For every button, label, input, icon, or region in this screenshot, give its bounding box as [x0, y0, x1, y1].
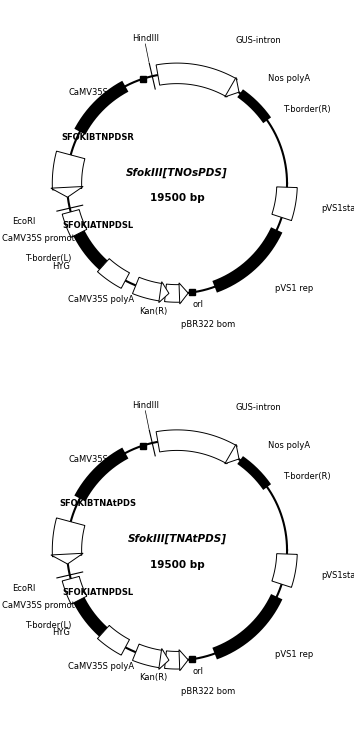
Text: HYG: HYG	[52, 628, 70, 637]
Text: Nos polyA: Nos polyA	[268, 441, 310, 450]
Polygon shape	[225, 444, 239, 464]
Text: CaMV35S: CaMV35S	[69, 88, 108, 97]
Text: 19500 bp: 19500 bp	[150, 193, 204, 203]
Polygon shape	[179, 283, 188, 304]
Text: T-border(L): T-border(L)	[25, 254, 71, 263]
Text: Kan(R): Kan(R)	[139, 307, 167, 316]
Polygon shape	[132, 277, 163, 301]
Text: pVS1 rep: pVS1 rep	[275, 651, 313, 659]
Text: orl: orl	[192, 300, 203, 309]
Polygon shape	[179, 650, 188, 671]
Polygon shape	[156, 430, 237, 464]
Text: SfokIII[TNOsPDS]: SfokIII[TNOsPDS]	[126, 167, 228, 178]
Text: pBR322 bom: pBR322 bom	[181, 320, 235, 329]
Text: SfokIII[TNAtPDS]: SfokIII[TNAtPDS]	[127, 534, 227, 545]
Text: SFOKIATNPDSL: SFOKIATNPDSL	[62, 588, 133, 597]
Polygon shape	[272, 554, 297, 588]
Text: pVS1 rep: pVS1 rep	[275, 284, 313, 293]
Text: SFOKIBTNAtPDS: SFOKIBTNAtPDS	[59, 499, 136, 508]
Polygon shape	[165, 284, 181, 302]
Text: GUS-intron: GUS-intron	[235, 403, 281, 412]
Polygon shape	[225, 77, 239, 97]
Polygon shape	[272, 187, 297, 221]
Polygon shape	[52, 151, 85, 190]
Text: pVS1sta: pVS1sta	[321, 204, 354, 213]
Text: CaMV35S: CaMV35S	[69, 455, 108, 464]
Text: T-border(R): T-border(R)	[283, 472, 331, 481]
Polygon shape	[97, 259, 130, 288]
Text: Kan(R): Kan(R)	[139, 674, 167, 682]
Polygon shape	[159, 282, 169, 302]
Polygon shape	[52, 518, 85, 556]
Text: HYG: HYG	[52, 262, 70, 270]
Polygon shape	[62, 576, 87, 604]
Text: EcoRI: EcoRI	[12, 217, 36, 227]
Text: pBR322 bom: pBR322 bom	[181, 687, 235, 696]
Polygon shape	[62, 210, 87, 237]
Text: SFOKIATNPDSL: SFOKIATNPDSL	[62, 221, 133, 230]
Text: pVS1sta: pVS1sta	[321, 571, 354, 579]
Polygon shape	[156, 63, 237, 97]
Polygon shape	[132, 644, 163, 668]
Text: CaMV35S polyA: CaMV35S polyA	[68, 295, 134, 305]
Polygon shape	[51, 554, 83, 564]
Text: CaMV35S polyA: CaMV35S polyA	[68, 662, 134, 671]
Polygon shape	[97, 625, 130, 655]
Text: Nos polyA: Nos polyA	[268, 74, 310, 83]
Text: CaMV35S promoter: CaMV35S promoter	[2, 601, 84, 610]
Polygon shape	[159, 648, 169, 669]
Text: orl: orl	[192, 667, 203, 676]
Text: 19500 bp: 19500 bp	[150, 560, 204, 570]
Polygon shape	[51, 187, 83, 197]
Text: GUS-intron: GUS-intron	[235, 36, 281, 45]
Text: T-border(R): T-border(R)	[283, 105, 331, 114]
Text: HindIII: HindIII	[132, 401, 159, 410]
Text: SFOKIBTNPDSR: SFOKIBTNPDSR	[61, 133, 134, 142]
Polygon shape	[165, 651, 181, 669]
Text: HindIII: HindIII	[132, 34, 159, 43]
Text: T-border(L): T-border(L)	[25, 621, 71, 630]
Text: EcoRI: EcoRI	[12, 584, 36, 594]
Text: CaMV35S promoter: CaMV35S promoter	[2, 234, 84, 243]
